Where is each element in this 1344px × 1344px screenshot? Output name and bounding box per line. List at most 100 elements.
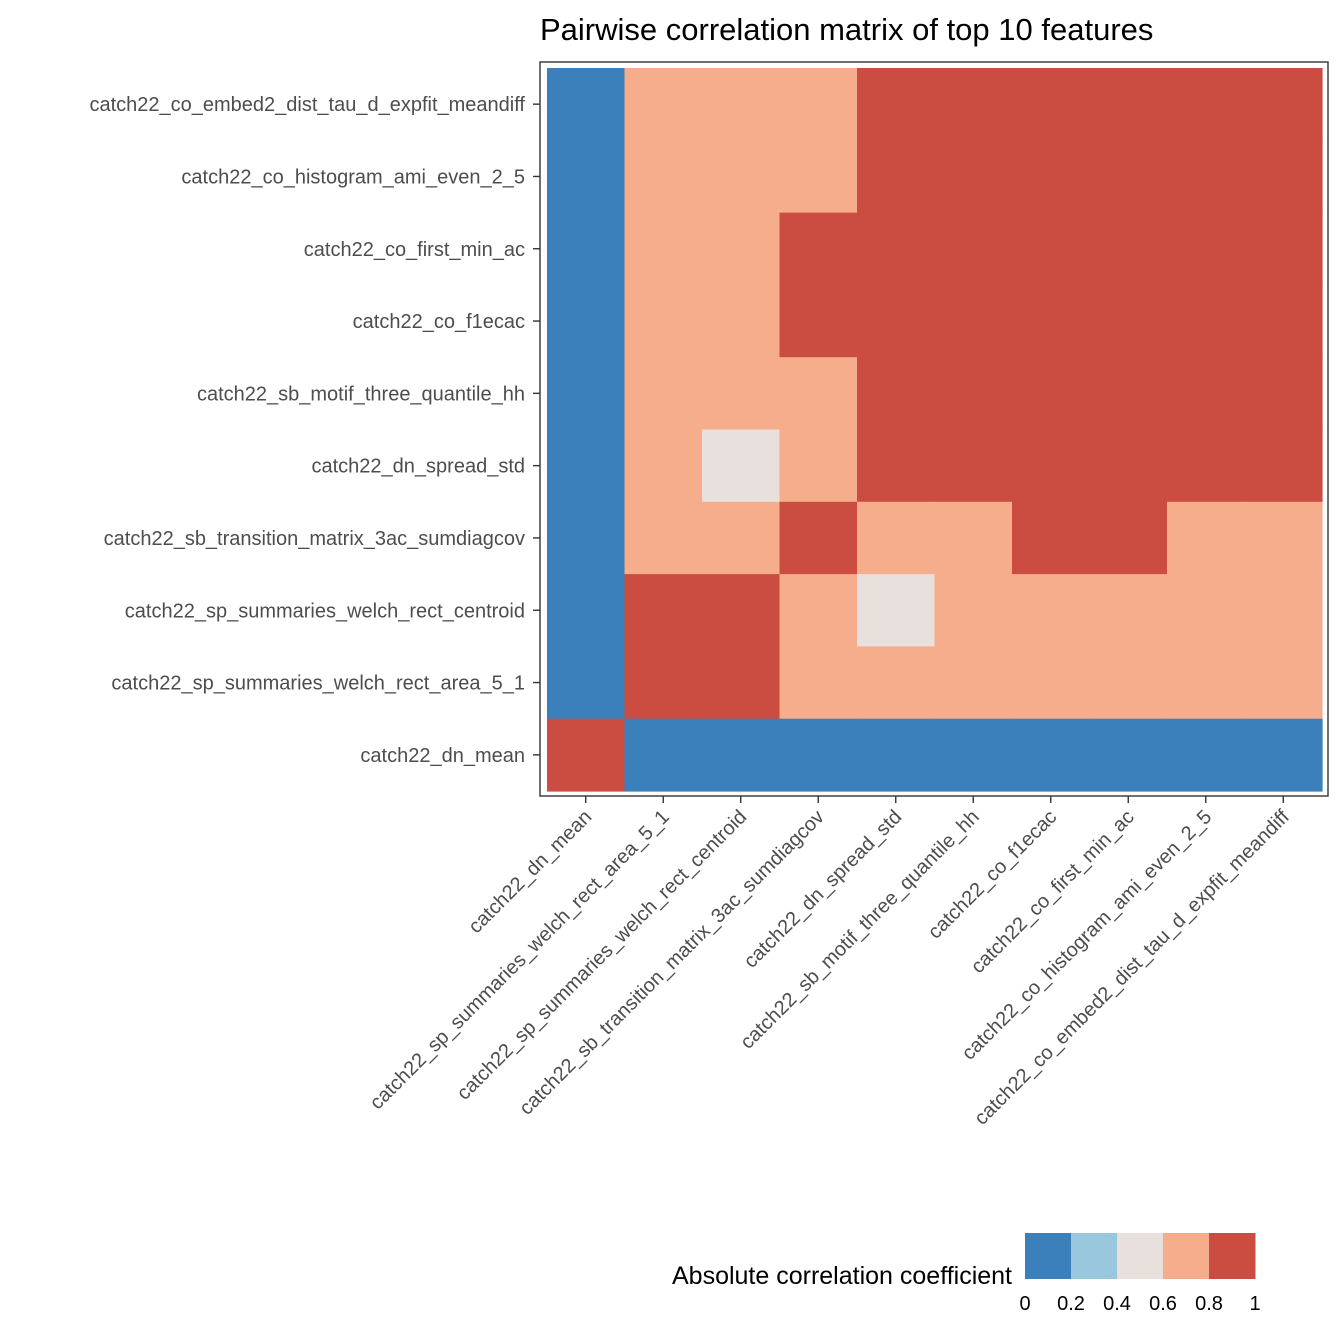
heatmap-cell: [624, 68, 703, 141]
legend-tick-label: 0.8: [1195, 1293, 1223, 1315]
heatmap-cell: [779, 68, 858, 141]
x-tick-label: catch22_sp_summaries_welch_rect_area_5_1: [366, 806, 674, 1114]
legend-key: [1209, 1233, 1256, 1279]
heatmap-cell: [857, 501, 936, 575]
heatmap-cell: [934, 284, 1013, 358]
heatmap-cell: [857, 68, 936, 141]
heatmap-cells: [547, 68, 1323, 792]
heatmap-cell: [1244, 646, 1323, 720]
y-tick-label: catch22_sp_summaries_welch_rect_centroid: [125, 600, 525, 622]
heatmap-cell: [857, 140, 936, 214]
heatmap-cell: [624, 212, 703, 286]
heatmap-cell: [1012, 574, 1091, 647]
heatmap-cell: [1167, 140, 1246, 214]
heatmap-cell: [1089, 574, 1168, 647]
heatmap-cell: [1167, 501, 1246, 575]
legend-tick-label: 0.2: [1057, 1293, 1085, 1315]
heatmap-cell: [702, 212, 781, 286]
legend-keys: [1025, 1233, 1256, 1279]
heatmap-cell: [1012, 284, 1091, 358]
heatmap-cell: [779, 140, 858, 214]
x-tick-label: catch22_co_f1ecac: [924, 806, 1061, 943]
heatmap-cell: [1244, 718, 1323, 792]
heatmap-cell: [1167, 718, 1246, 792]
heatmap-cell: [702, 68, 781, 141]
legend-tick-label: 1: [1249, 1293, 1260, 1315]
heatmap-cell: [1167, 68, 1246, 141]
y-tick-label: catch22_dn_mean: [360, 745, 525, 767]
heatmap-cell: [547, 574, 626, 647]
legend-key: [1163, 1233, 1210, 1279]
heatmap-cell: [1167, 646, 1246, 720]
heatmap-cell: [1012, 429, 1091, 503]
heatmap-cell: [547, 501, 626, 575]
heatmap-cell: [1244, 140, 1323, 214]
heatmap-cell: [624, 140, 703, 214]
heatmap-cell: [1244, 284, 1323, 358]
heatmap-cell: [934, 718, 1013, 792]
heatmap-cell: [624, 718, 703, 792]
heatmap-cell: [1244, 501, 1323, 575]
heatmap-cell: [702, 501, 781, 575]
heatmap-cell: [1244, 357, 1323, 431]
x-tick-label: catch22_dn_spread_std: [740, 806, 907, 973]
heatmap-cell: [624, 429, 703, 503]
heatmap-cell: [1012, 501, 1091, 575]
heatmap-cell: [1167, 429, 1246, 503]
heatmap-cell: [779, 429, 858, 503]
heatmap-cell: [1089, 140, 1168, 214]
legend-key: [1071, 1233, 1118, 1279]
y-tick-label: catch22_sb_transition_matrix_3ac_sumdiag…: [104, 528, 525, 550]
heatmap-cell: [1012, 68, 1091, 141]
heatmap-cell: [1089, 284, 1168, 358]
heatmap-cell: [1012, 140, 1091, 214]
heatmap-cell: [934, 429, 1013, 503]
y-tick-label: catch22_dn_spread_std: [312, 456, 526, 478]
heatmap-cell: [1089, 646, 1168, 720]
x-tick-label: catch22_co_first_min_ac: [967, 806, 1139, 978]
heatmap-cell: [857, 212, 936, 286]
heatmap-cell: [1012, 646, 1091, 720]
y-tick-label: catch22_co_histogram_ami_even_2_5: [181, 166, 525, 188]
heatmap-cell: [1089, 357, 1168, 431]
heatmap-cell: [1167, 212, 1246, 286]
heatmap-cell: [702, 718, 781, 792]
heatmap-cell: [857, 646, 936, 720]
legend-key: [1025, 1233, 1072, 1279]
heatmap-cell: [1089, 68, 1168, 141]
heatmap-cell: [934, 574, 1013, 647]
heatmap-cell: [857, 718, 936, 792]
heatmap-cell: [1089, 429, 1168, 503]
y-tick-label: catch22_co_first_min_ac: [304, 239, 525, 261]
heatmap-cell: [1089, 212, 1168, 286]
legend-tick-label: 0.6: [1149, 1293, 1177, 1315]
heatmap-cell: [702, 284, 781, 358]
heatmap-cell: [547, 68, 626, 141]
heatmap-cell: [934, 357, 1013, 431]
heatmap-cell: [779, 501, 858, 575]
heatmap-cell: [547, 357, 626, 431]
heatmap-cell: [1089, 718, 1168, 792]
heatmap-cell: [1244, 212, 1323, 286]
y-axis: catch22_co_embed2_dist_tau_d_expfit_mean…: [89, 94, 540, 767]
legend: Absolute correlation coefficient 0 0.2 0.4…: [672, 1233, 1261, 1315]
plot-panel-border: [539, 61, 1329, 797]
heatmap-cell: [547, 429, 626, 503]
y-tick-label: catch22_sb_motif_three_quantile_hh: [197, 383, 525, 405]
heatmap-cell: [779, 646, 858, 720]
heatmap-cell: [1012, 718, 1091, 792]
heatmap-cell: [934, 501, 1013, 575]
legend-tick-label: 0: [1019, 1293, 1030, 1315]
heatmap-cell: [1167, 574, 1246, 647]
heatmap-cell: [1012, 212, 1091, 286]
heatmap-cell: [624, 574, 703, 647]
y-tick-label: catch22_sp_summaries_welch_rect_area_5_1: [111, 673, 525, 695]
heatmap-cell: [857, 574, 936, 647]
heatmap-cell: [1167, 284, 1246, 358]
legend-tick-labels: 0 0.2 0.4 0.6 0.8 1: [1019, 1293, 1260, 1315]
heatmap-cell: [702, 140, 781, 214]
x-axis: catch22_dn_meancatch22_sp_summaries_welc…: [366, 796, 1294, 1129]
heatmap-cell: [1012, 357, 1091, 431]
heatmap-cell: [1244, 68, 1323, 141]
